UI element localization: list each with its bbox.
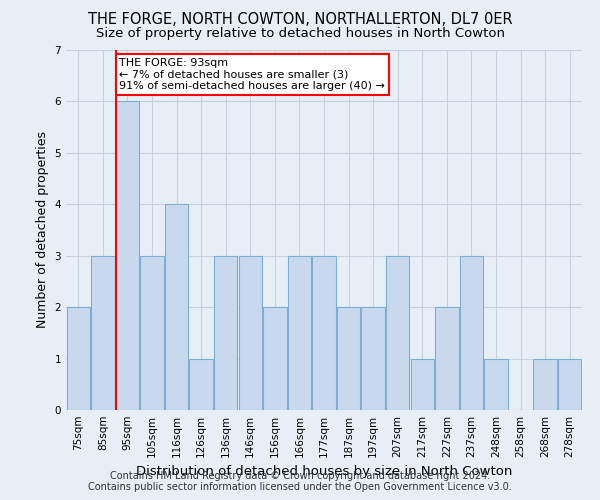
Bar (361, 307, 385, 410)
Bar (91, 256, 115, 410)
Bar (263, 307, 287, 410)
Bar (67, 307, 90, 410)
Text: THE FORGE, NORTH COWTON, NORTHALLERTON, DL7 0ER: THE FORGE, NORTH COWTON, NORTHALLERTON, … (88, 12, 512, 28)
Bar (460, 256, 483, 410)
Bar (484, 358, 508, 410)
Bar (533, 358, 557, 410)
Text: Contains HM Land Registry data © Crown copyright and database right 2024.
Contai: Contains HM Land Registry data © Crown c… (88, 471, 512, 492)
Bar (558, 358, 581, 410)
X-axis label: Distribution of detached houses by size in North Cowton: Distribution of detached houses by size … (136, 466, 512, 478)
Bar (116, 102, 139, 410)
Bar (435, 307, 458, 410)
Bar (386, 256, 409, 410)
Text: Size of property relative to detached houses in North Cowton: Size of property relative to detached ho… (95, 28, 505, 40)
Bar (239, 256, 262, 410)
Bar (165, 204, 188, 410)
Bar (140, 256, 164, 410)
Bar (190, 358, 213, 410)
Text: THE FORGE: 93sqm
← 7% of detached houses are smaller (3)
91% of semi-detached ho: THE FORGE: 93sqm ← 7% of detached houses… (119, 58, 385, 91)
Bar (337, 307, 360, 410)
Bar (313, 256, 335, 410)
Bar (410, 358, 434, 410)
Bar (214, 256, 238, 410)
Y-axis label: Number of detached properties: Number of detached properties (36, 132, 49, 328)
Bar (288, 256, 311, 410)
